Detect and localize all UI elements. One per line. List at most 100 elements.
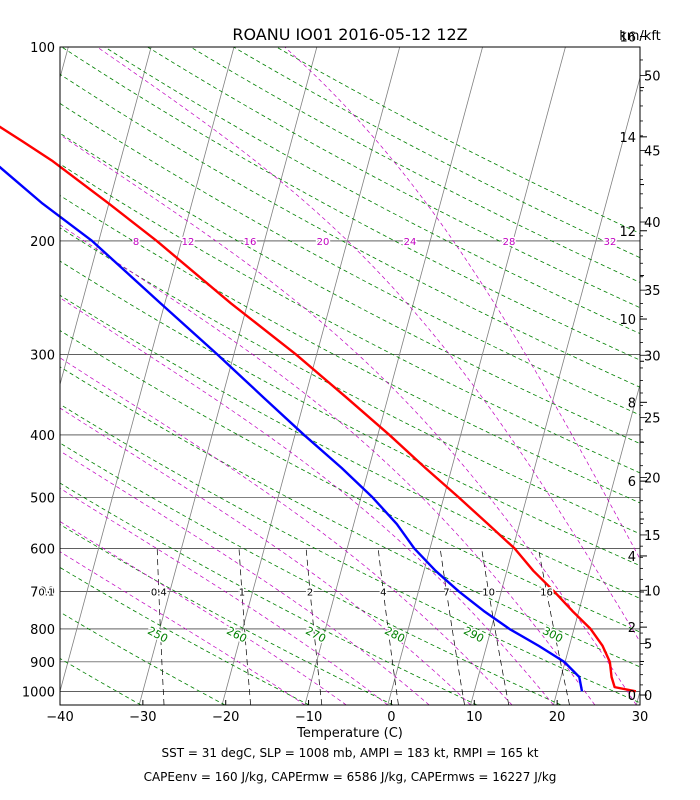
x-tick-label: 10 <box>466 710 483 725</box>
plot-frame <box>59 46 641 706</box>
moist-adiabat-label: 12 <box>182 237 195 248</box>
pressure-tick-label: 800 <box>30 623 55 638</box>
dry-adiabat-label: 270 <box>303 624 328 645</box>
km-tick-label: 16 <box>619 31 636 46</box>
dry-adiabat-line <box>60 611 226 705</box>
dry-adiabat-line <box>60 294 640 599</box>
dry-adiabat-line <box>60 102 640 416</box>
height-unit-label: km/kft <box>619 29 661 44</box>
dry-adiabat-line <box>60 442 562 705</box>
x-tick-label: 0 <box>387 710 395 725</box>
x-tick-label: −20 <box>212 710 239 725</box>
mixing-ratio-line <box>156 548 165 705</box>
km-tick-label: 0 <box>628 689 636 704</box>
dry-adiabat-line <box>60 132 640 445</box>
mixing-ratio-line <box>305 548 323 705</box>
footer-line-1: SST = 31 degC, SLP = 1008 mb, AMPI = 183… <box>161 746 539 760</box>
km-tick-label: 12 <box>619 225 636 240</box>
dry-adiabat-line <box>60 658 142 705</box>
x-tick-label: −40 <box>46 710 73 725</box>
isotherm-line <box>304 47 483 705</box>
moist-adiabat-line <box>60 551 306 705</box>
mixing-ratio-label: 1 <box>239 588 245 599</box>
kft-tick-label: 15 <box>644 529 661 544</box>
pressure-tick-label: 900 <box>30 656 55 671</box>
km-tick-label: 10 <box>619 313 636 328</box>
mixing-ratio-line <box>377 548 399 705</box>
x-tick-label: 30 <box>632 710 649 725</box>
km-tick-label: 6 <box>628 475 636 490</box>
moist-adiabat-label: 20 <box>317 237 330 248</box>
moist-adiabat-line <box>60 357 513 705</box>
kft-tick-label: 45 <box>644 145 661 160</box>
km-tick-label: 2 <box>628 621 636 636</box>
dry-adiabat-line <box>60 524 394 705</box>
isotherm-line <box>553 382 640 705</box>
dry-adiabat-line <box>147 47 640 309</box>
chart-title: ROANU IO01 2016-05-12 12Z <box>232 25 467 44</box>
kft-tick-label: 25 <box>644 412 661 427</box>
moist-adiabat-line <box>60 407 471 705</box>
dry-adiabat-line <box>60 260 640 567</box>
dry-adiabat-line <box>60 227 640 535</box>
moist-adiabat-label: 8 <box>133 237 139 248</box>
x-tick-label: −10 <box>295 710 322 725</box>
mixing-ratio-label: 10 <box>482 588 495 599</box>
isotherm-line <box>470 76 640 705</box>
dry-adiabat-line <box>60 567 310 705</box>
moist-adiabat-label: 32 <box>604 237 617 248</box>
mixing-ratio-label: 16 <box>540 588 553 599</box>
pressure-tick-label: 1000 <box>22 685 55 700</box>
moist-adiabat-line <box>284 47 640 560</box>
mixing-ratio-label: 2 <box>307 588 313 599</box>
moist-adiabat-label: 16 <box>244 237 257 248</box>
dry-adiabat-line <box>276 47 640 234</box>
moist-adiabat-label: 28 <box>503 237 516 248</box>
footer-line-2: CAPEenv = 160 J/kg, CAPErmw = 6586 J/kg,… <box>143 770 557 784</box>
km-tick-label: 8 <box>628 396 636 411</box>
dewpoint-profile-line <box>0 165 584 692</box>
temperature-profile-line <box>0 125 637 693</box>
kft-tick-label: 50 <box>644 69 661 84</box>
kft-tick-label: 0 <box>644 689 652 704</box>
isotherm-line <box>60 47 235 693</box>
km-tick-label: 4 <box>628 550 636 565</box>
skewt-chart: ROANU IO01 2016-05-12 12Z km/kft −40 −30 −20… <box>0 25 661 741</box>
km-tick-label: 14 <box>619 131 636 146</box>
pressure-tick-label: 600 <box>30 542 55 557</box>
kft-tick-label: 20 <box>644 471 661 486</box>
moist-adiabat-line <box>60 521 347 705</box>
moist-adiabat-line <box>60 224 596 705</box>
dry-adiabat-line <box>60 366 640 668</box>
mixing-ratio-line <box>238 548 251 705</box>
dry-adiabat-line <box>60 330 640 633</box>
dry-adiabat-label: 250 <box>145 624 170 645</box>
mixing-ratio-label: 4 <box>380 588 386 599</box>
moist-adiabat-label: 24 <box>404 237 417 248</box>
dry-adiabat-line <box>60 403 640 704</box>
mixing-ratio-line <box>481 548 510 705</box>
x-tick-label: −30 <box>129 710 156 725</box>
mixing-ratio-label: 0.4 <box>151 588 167 599</box>
dry-adiabat-line <box>104 47 640 335</box>
kft-tick-label: 35 <box>644 284 661 299</box>
mixing-ratio-line <box>439 548 465 705</box>
moist-adiabat-line <box>60 297 554 705</box>
pressure-tick-label: 500 <box>30 491 55 506</box>
pressure-tick-label: 200 <box>30 235 55 250</box>
kft-tick-label: 10 <box>644 584 661 599</box>
dry-adiabat-label: 300 <box>540 624 565 645</box>
isotherm-line <box>60 47 152 387</box>
dry-adiabat-label: 280 <box>382 624 407 645</box>
pressure-tick-label: 400 <box>30 429 55 444</box>
mixing-ratio-label: 0.1 <box>38 588 54 599</box>
kft-tick-label: 40 <box>644 216 661 231</box>
dry-adiabat-line <box>60 195 640 504</box>
x-axis-label: Temperature (C) <box>296 726 403 740</box>
kft-tick-label: 5 <box>644 638 652 653</box>
pressure-tick-label: 100 <box>30 41 55 56</box>
moist-adiabat-line <box>60 450 430 705</box>
moist-adiabat-line <box>60 134 637 705</box>
x-tick-label: 20 <box>549 710 566 725</box>
